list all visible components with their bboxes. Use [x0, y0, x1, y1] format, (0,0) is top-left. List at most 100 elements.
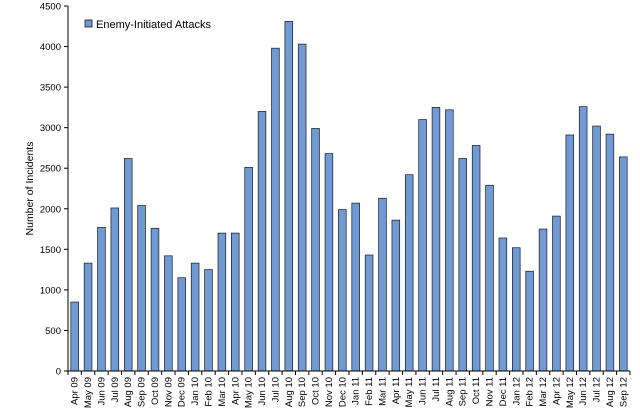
bar	[552, 215, 561, 372]
bar	[244, 167, 253, 372]
bar	[123, 158, 133, 372]
x-tick-label: Jan 12	[511, 377, 522, 406]
x-tick-label: Aug 09	[123, 377, 134, 407]
x-tick-label: Nov 11	[485, 377, 496, 406]
x-tick-label: Feb 12	[525, 377, 536, 407]
bar	[271, 47, 280, 372]
bar	[605, 133, 615, 372]
x-tick-label: Jul 09	[110, 377, 121, 402]
bar	[324, 153, 334, 372]
bar	[431, 107, 441, 372]
x-tick-label: Dec 10	[337, 377, 348, 407]
bar	[257, 111, 267, 372]
x-tick-label: Apr 09	[70, 377, 81, 405]
x-tick-label: Oct 09	[150, 377, 161, 405]
bar	[592, 125, 601, 372]
x-tick-label: Feb 11	[364, 377, 375, 406]
y-tick-label: 1000	[40, 285, 61, 296]
x-tick-label: Sep 09	[137, 377, 148, 407]
bar	[418, 119, 427, 372]
x-tick-label: Oct 10	[311, 377, 322, 405]
bar	[110, 207, 120, 372]
bar	[311, 128, 320, 372]
bar	[578, 106, 588, 372]
y-axis-ticks: 0 500 1000 1500 2000 2500 3000 3500 4000 4500	[40, 2, 68, 378]
x-tick-label: Mar 11	[377, 377, 388, 406]
bar	[297, 43, 307, 372]
x-tick-label: Jun 12	[578, 377, 589, 406]
y-tick-label: 500	[45, 326, 61, 337]
bar-series	[70, 21, 628, 372]
legend-label: Enemy-Initiated Attacks	[96, 19, 211, 31]
x-tick-label: May 12	[565, 377, 576, 408]
bar	[231, 232, 240, 372]
x-axis-ticks: Apr 09 May 09 Jun 09 Jul 09 Aug 09 Sep 09 Oct …	[67, 371, 631, 408]
x-tick-label: Oct 11	[471, 377, 482, 404]
x-tick-label: Sep 12	[618, 377, 629, 407]
x-tick-label: May 09	[83, 377, 94, 408]
x-tick-label: May 10	[244, 377, 255, 408]
x-tick-label: Sep 10	[297, 377, 308, 407]
y-axis-title: Number of Incidents	[24, 142, 36, 236]
bar	[204, 269, 213, 372]
bar	[565, 134, 575, 372]
x-tick-label: Jun 10	[257, 377, 268, 406]
bar	[458, 158, 467, 372]
bar	[538, 228, 548, 372]
x-tick-label: Dec 09	[177, 377, 188, 407]
bar	[70, 301, 79, 372]
bar	[164, 255, 173, 372]
legend-swatch	[84, 19, 93, 28]
x-tick-label: Jul 11	[431, 377, 442, 402]
x-tick-label: Aug 10	[284, 377, 295, 407]
bar	[97, 227, 106, 372]
bar	[364, 254, 374, 372]
x-tick-label: Jul 12	[592, 377, 603, 402]
x-tick-label: Jun 09	[96, 377, 107, 406]
y-tick-label: 4500	[40, 2, 61, 13]
x-tick-label: Jan 10	[190, 377, 201, 406]
bar	[391, 219, 401, 372]
legend: Enemy-Initiated Attacks	[84, 19, 211, 31]
y-tick-label: 3000	[40, 123, 61, 134]
x-tick-label: Nov 09	[163, 377, 174, 407]
bar	[525, 270, 534, 372]
bar	[338, 209, 347, 372]
x-tick-label: Apr 11	[391, 377, 402, 404]
x-tick-label: Sep 11	[458, 377, 469, 406]
x-tick-label: Aug 11	[444, 377, 455, 406]
y-tick-label: 3500	[40, 83, 61, 94]
x-tick-label: May 11	[404, 377, 415, 407]
bar	[83, 262, 93, 372]
bar	[150, 227, 160, 372]
bar	[284, 21, 294, 372]
x-tick-label: Mar 10	[217, 377, 228, 407]
x-tick-label: Feb 10	[204, 377, 215, 407]
x-tick-label: Jul 10	[270, 377, 281, 402]
y-tick-label: 4000	[40, 42, 61, 53]
bar	[498, 237, 508, 372]
bar	[619, 156, 628, 372]
bar	[512, 247, 521, 372]
x-tick-label: Dec 11	[498, 377, 509, 406]
bar	[404, 174, 414, 372]
x-tick-label: Jun 11	[418, 377, 429, 405]
bar	[177, 277, 186, 372]
bar	[378, 197, 387, 372]
y-tick-label: 2500	[40, 164, 61, 175]
x-tick-label: Aug 12	[605, 377, 616, 407]
x-tick-label: Jan 11	[351, 377, 362, 405]
bar	[471, 145, 481, 372]
bar	[445, 109, 454, 372]
bar	[485, 184, 494, 372]
bar	[190, 262, 200, 372]
bar	[351, 202, 360, 372]
x-tick-label: Apr 10	[230, 377, 241, 405]
y-tick-label: 0	[56, 367, 61, 378]
x-tick-label: Apr 12	[551, 377, 562, 405]
y-tick-label: 1500	[40, 245, 61, 256]
y-tick-label: 2000	[40, 204, 61, 215]
bar	[137, 205, 146, 372]
x-tick-label: Nov 10	[324, 377, 335, 407]
